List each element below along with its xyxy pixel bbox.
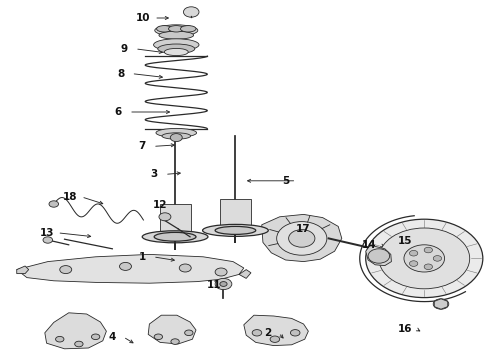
- Circle shape: [410, 261, 418, 266]
- Circle shape: [379, 228, 470, 289]
- Text: 15: 15: [398, 236, 413, 246]
- Text: 1: 1: [139, 252, 146, 262]
- Text: 9: 9: [121, 44, 128, 54]
- Circle shape: [74, 341, 83, 347]
- Circle shape: [368, 249, 390, 263]
- Text: 11: 11: [207, 280, 221, 290]
- Polygon shape: [262, 215, 342, 262]
- Text: 4: 4: [109, 332, 116, 342]
- Polygon shape: [148, 315, 196, 344]
- Circle shape: [410, 251, 418, 256]
- Circle shape: [433, 299, 449, 309]
- Bar: [160, 204, 191, 233]
- Ellipse shape: [202, 224, 269, 237]
- Ellipse shape: [162, 133, 191, 139]
- Text: 3: 3: [150, 170, 158, 179]
- Ellipse shape: [157, 26, 172, 32]
- Ellipse shape: [169, 26, 184, 32]
- Circle shape: [171, 339, 179, 345]
- Circle shape: [159, 213, 171, 221]
- Text: 16: 16: [398, 324, 413, 334]
- Text: 5: 5: [282, 176, 289, 186]
- Text: 12: 12: [153, 200, 168, 210]
- Circle shape: [185, 330, 193, 336]
- Ellipse shape: [153, 39, 199, 51]
- Polygon shape: [17, 255, 244, 283]
- Polygon shape: [244, 315, 308, 346]
- Circle shape: [49, 201, 59, 207]
- Ellipse shape: [180, 26, 196, 32]
- Circle shape: [92, 334, 100, 339]
- Text: 17: 17: [296, 224, 311, 234]
- Ellipse shape: [155, 25, 198, 36]
- Circle shape: [289, 230, 315, 247]
- Polygon shape: [239, 270, 251, 278]
- Ellipse shape: [164, 48, 188, 55]
- Text: 8: 8: [117, 69, 124, 78]
- Circle shape: [291, 330, 300, 336]
- Ellipse shape: [215, 226, 256, 234]
- Ellipse shape: [159, 31, 194, 39]
- Ellipse shape: [154, 233, 196, 241]
- Circle shape: [404, 245, 444, 272]
- Circle shape: [424, 247, 433, 253]
- Circle shape: [366, 219, 483, 298]
- Circle shape: [154, 334, 163, 339]
- Text: 10: 10: [136, 13, 150, 23]
- Text: 18: 18: [63, 192, 78, 202]
- Polygon shape: [45, 313, 106, 349]
- Circle shape: [171, 134, 182, 141]
- Circle shape: [179, 264, 191, 272]
- Polygon shape: [17, 266, 29, 274]
- Text: 13: 13: [39, 228, 54, 238]
- Text: 14: 14: [362, 240, 377, 250]
- Text: 2: 2: [264, 328, 271, 338]
- Bar: [220, 199, 251, 226]
- Ellipse shape: [156, 129, 196, 137]
- Circle shape: [220, 282, 227, 287]
- Circle shape: [215, 278, 232, 289]
- Circle shape: [120, 262, 131, 270]
- Ellipse shape: [158, 44, 195, 54]
- Circle shape: [277, 222, 327, 255]
- Circle shape: [252, 330, 262, 336]
- Circle shape: [60, 266, 72, 274]
- Circle shape: [270, 336, 280, 342]
- Text: 7: 7: [139, 141, 146, 152]
- Circle shape: [215, 268, 227, 276]
- Circle shape: [43, 237, 52, 243]
- Polygon shape: [366, 245, 392, 266]
- Ellipse shape: [142, 231, 208, 243]
- Circle shape: [183, 7, 199, 17]
- Circle shape: [55, 336, 64, 342]
- Text: 6: 6: [115, 107, 122, 117]
- Circle shape: [433, 256, 441, 261]
- Circle shape: [424, 264, 433, 270]
